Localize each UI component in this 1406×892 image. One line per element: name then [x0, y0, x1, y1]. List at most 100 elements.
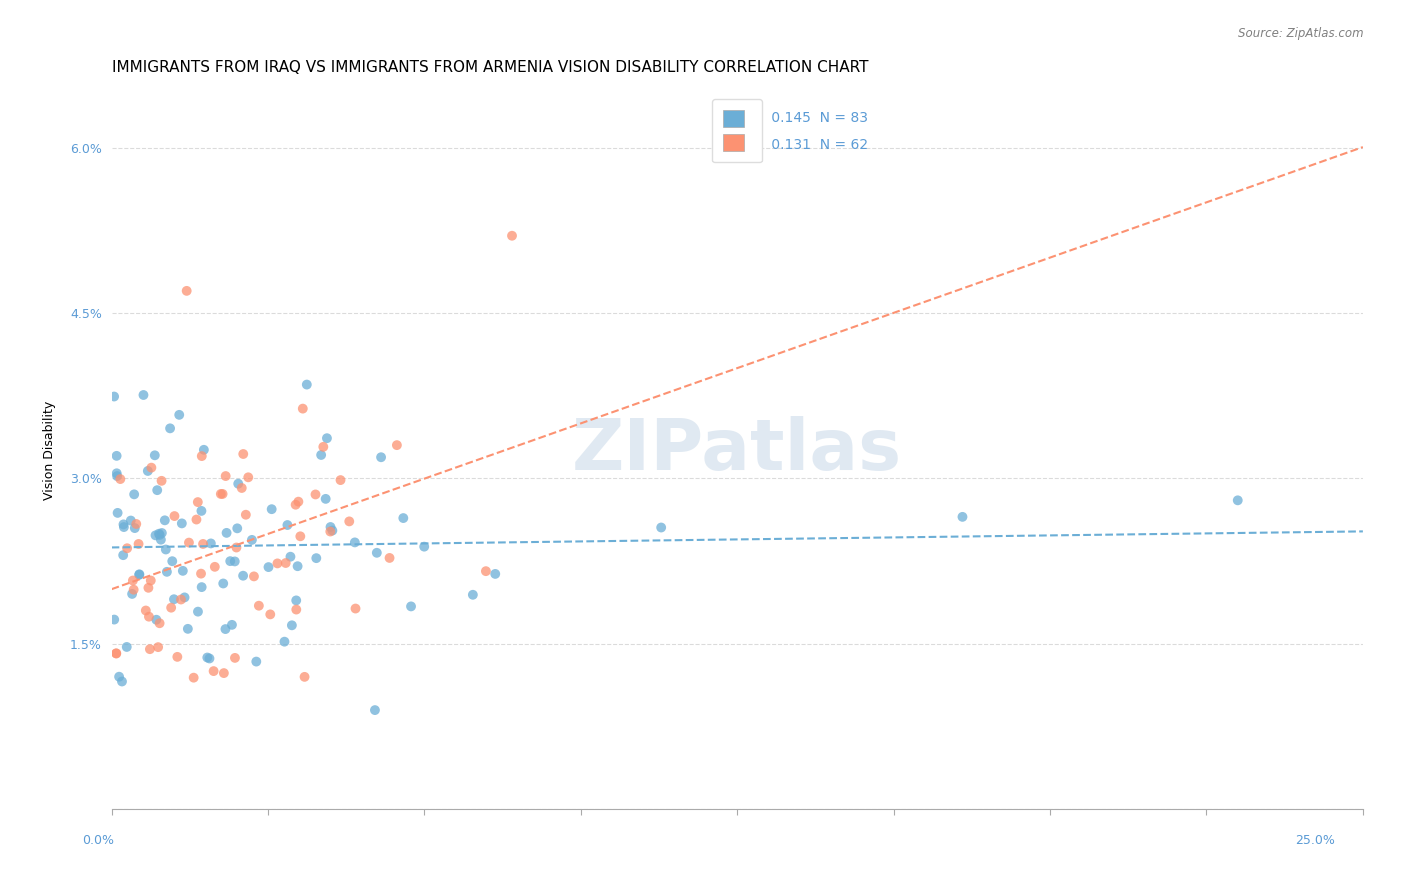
Point [231, 481, 253, 495]
Point [224, 651, 246, 665]
Text: Source: ZipAtlas.com: Source: ZipAtlas.com [1239, 27, 1364, 40]
Point [135, 603, 157, 617]
Point [285, 602, 308, 616]
Point [364, 703, 387, 717]
Point [243, 569, 266, 583]
Point [316, 431, 339, 445]
Point [191, 449, 214, 463]
Point [146, 640, 169, 654]
Point [160, 600, 183, 615]
Point [245, 655, 267, 669]
Point [281, 618, 304, 632]
Point [240, 533, 263, 547]
Point [105, 449, 128, 463]
Point [121, 587, 143, 601]
Point [247, 599, 270, 613]
Point [146, 483, 169, 498]
Point [202, 664, 225, 678]
Point [319, 520, 342, 534]
Point [224, 554, 246, 568]
Point [260, 502, 283, 516]
Point [153, 513, 176, 527]
Point [273, 634, 295, 648]
Point [125, 516, 148, 531]
Point [370, 450, 392, 465]
Text: 25.0%: 25.0% [1295, 834, 1334, 847]
Point [128, 567, 150, 582]
Point [187, 495, 209, 509]
Point [276, 518, 298, 533]
Y-axis label: Vision Disability: Vision Disability [44, 401, 56, 500]
Point [305, 551, 328, 566]
Point [149, 616, 172, 631]
Point [156, 565, 179, 579]
Point [204, 559, 226, 574]
Point [413, 540, 436, 554]
Point [159, 421, 181, 435]
Point [138, 609, 160, 624]
Point [190, 504, 212, 518]
Point [163, 509, 186, 524]
Point [128, 537, 150, 551]
Point [112, 548, 135, 562]
Point [105, 469, 128, 483]
Point [170, 516, 193, 531]
Point [150, 474, 173, 488]
Point [115, 640, 138, 654]
Point [112, 520, 135, 534]
Point [124, 521, 146, 535]
Point [105, 467, 128, 481]
Point [187, 605, 209, 619]
Point [214, 622, 236, 636]
Point [226, 476, 249, 491]
Point [166, 649, 188, 664]
Point [172, 564, 194, 578]
Point [315, 491, 337, 506]
Point [378, 551, 401, 566]
Point [190, 580, 212, 594]
Point [149, 533, 172, 547]
Point [392, 511, 415, 525]
Point [149, 528, 172, 542]
Point [312, 440, 335, 454]
Point [132, 388, 155, 402]
Point [176, 284, 198, 298]
Point [266, 557, 288, 571]
Point [309, 448, 332, 462]
Point [195, 650, 218, 665]
Point [105, 647, 128, 661]
Text: R =  0.131  N = 62: R = 0.131 N = 62 [737, 137, 869, 152]
Point [321, 524, 343, 538]
Point [167, 408, 190, 422]
Point [219, 554, 242, 568]
Point [198, 651, 221, 665]
Point [139, 642, 162, 657]
Point [294, 670, 316, 684]
Point [399, 599, 422, 614]
Text: 0.0%: 0.0% [83, 834, 114, 847]
Point [257, 560, 280, 574]
Point [221, 618, 243, 632]
Point [145, 528, 167, 542]
Point [128, 567, 150, 582]
Point [650, 520, 672, 534]
Point [287, 494, 309, 508]
Point [111, 674, 134, 689]
Point [215, 525, 238, 540]
Point [501, 228, 523, 243]
Point [120, 514, 142, 528]
Point [107, 506, 129, 520]
Point [138, 581, 160, 595]
Point [112, 517, 135, 532]
Point [287, 559, 309, 574]
Point [235, 508, 257, 522]
Point [183, 671, 205, 685]
Point [110, 472, 132, 486]
Point [337, 515, 360, 529]
Point [145, 613, 167, 627]
Point [385, 438, 408, 452]
Point [155, 542, 177, 557]
Point [461, 588, 484, 602]
Point [232, 568, 254, 582]
Point [304, 487, 326, 501]
